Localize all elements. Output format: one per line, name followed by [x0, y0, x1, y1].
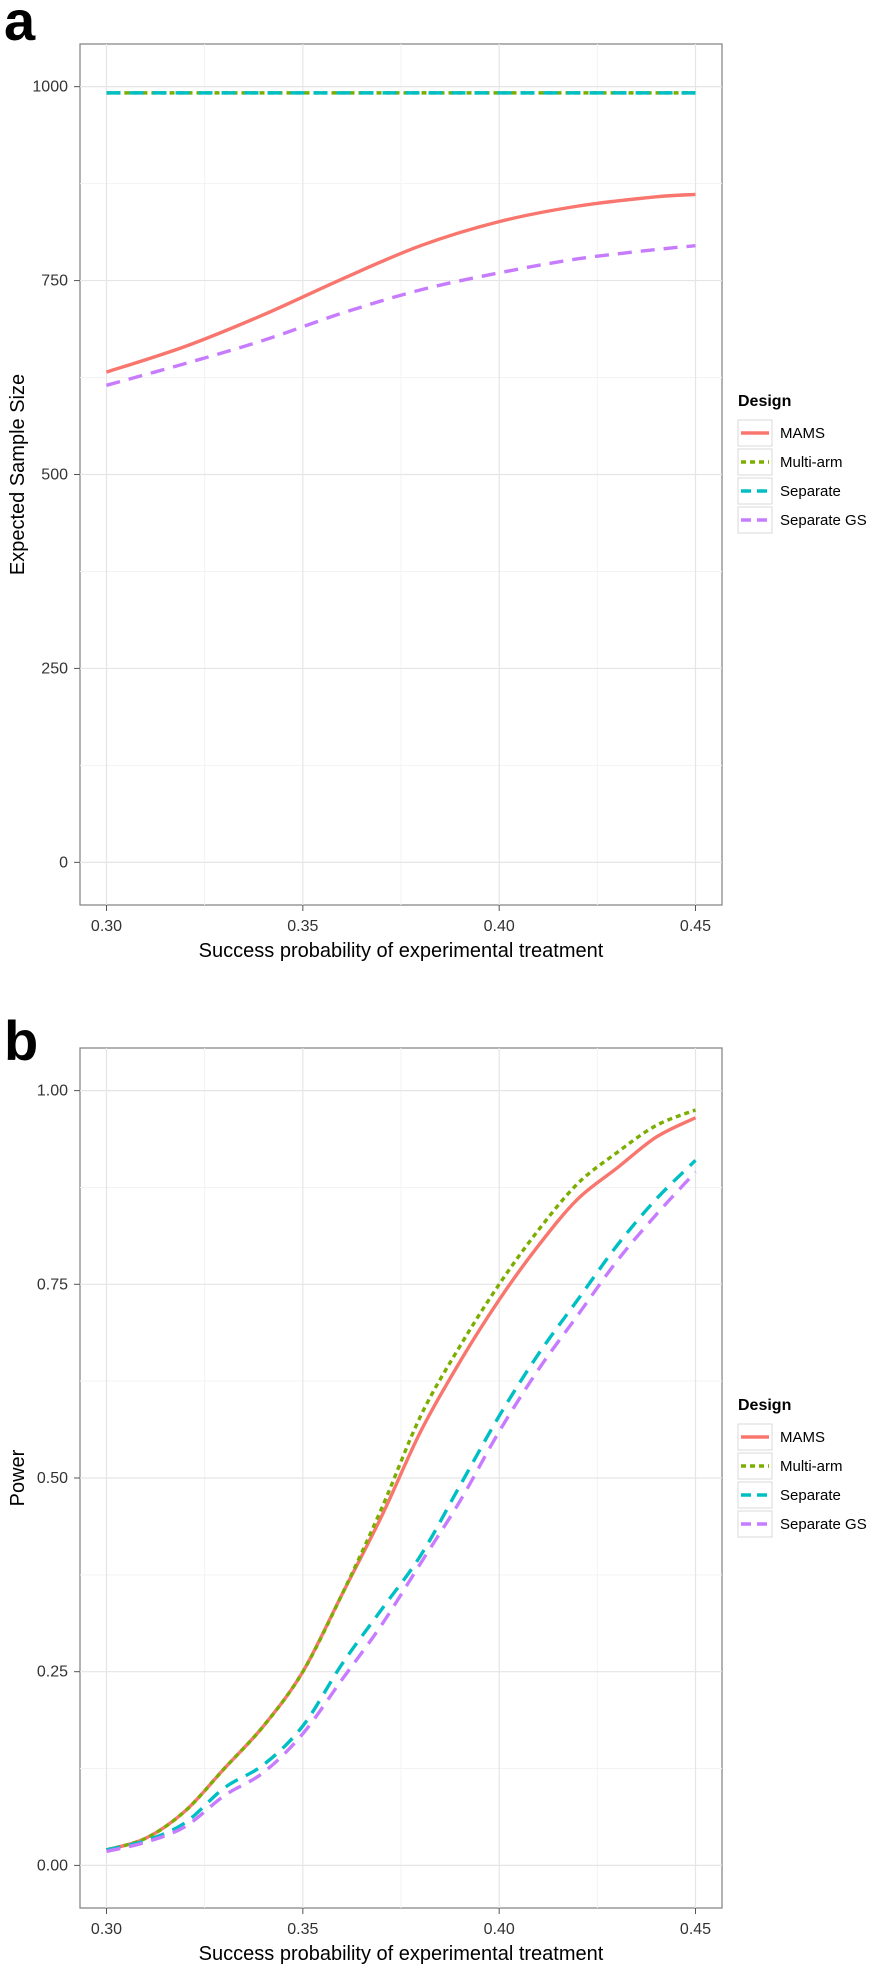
legend-label: Separate GS	[780, 512, 867, 529]
y-tick-label: 0.50	[37, 1470, 68, 1487]
legend-title: Design	[738, 1397, 791, 1414]
x-tick-label: 0.40	[484, 918, 515, 935]
panel-letter: a	[4, 0, 36, 52]
x-tick-label: 0.35	[287, 1921, 318, 1938]
y-tick-label: 500	[41, 467, 68, 484]
y-tick-label: 750	[41, 273, 68, 290]
x-tick-label: 0.30	[91, 918, 122, 935]
x-tick-label: 0.45	[680, 1921, 711, 1938]
legend-title: Design	[738, 393, 791, 410]
series-line-separate-gs	[106, 1170, 697, 1854]
legend-label: Multi-arm	[780, 454, 843, 471]
y-tick-label: 0.75	[37, 1276, 68, 1293]
y-axis-title: Power	[7, 1449, 29, 1506]
legend: Design MAMS Multi-arm Separate Separate GS	[737, 1397, 867, 1538]
legend-label: Separate	[780, 483, 841, 500]
y-tick-label: 1000	[32, 79, 68, 96]
chart-panel-b: b 0.30 0.35 0.40 0.45 0.00 0.25 0.50 0.75 1.00 Suc…	[4, 1009, 867, 1965]
series-line-separate-gs	[106, 243, 696, 387]
y-tick-label: 0.00	[37, 1857, 68, 1874]
series-line-mams	[105, 192, 696, 374]
x-tick-label: 0.40	[484, 1921, 515, 1938]
panel-letter: b	[4, 1009, 38, 1072]
y-tick-label: 250	[41, 660, 68, 677]
y-tick-label: 0	[59, 854, 68, 871]
legend-label: MAMS	[780, 425, 825, 442]
legend-label: Multi-arm	[780, 1458, 843, 1475]
x-axis-title: Success probability of experimental trea…	[199, 1943, 604, 1965]
y-tick-label: 1.00	[37, 1083, 68, 1100]
y-tick-label: 0.25	[37, 1664, 68, 1681]
x-tick-label: 0.30	[91, 1921, 122, 1938]
legend-label: MAMS	[780, 1429, 825, 1446]
chart-panel-a: a 0.30 0.35 0.40 0.45 0 250 500 750 1000 Success p…	[4, 0, 867, 962]
series-line-multi-arm	[106, 1108, 697, 1852]
y-axis-title: Expected Sample Size	[7, 374, 29, 575]
x-axis-title: Success probability of experimental trea…	[199, 940, 604, 962]
x-tick-label: 0.35	[287, 918, 318, 935]
x-tick-label: 0.45	[680, 918, 711, 935]
legend: Design MAMS Multi-arm Separate Separate GS	[737, 393, 867, 534]
legend-label: Separate GS	[780, 1516, 867, 1533]
series-line-separate	[106, 1159, 697, 1852]
legend-label: Separate	[780, 1487, 841, 1504]
